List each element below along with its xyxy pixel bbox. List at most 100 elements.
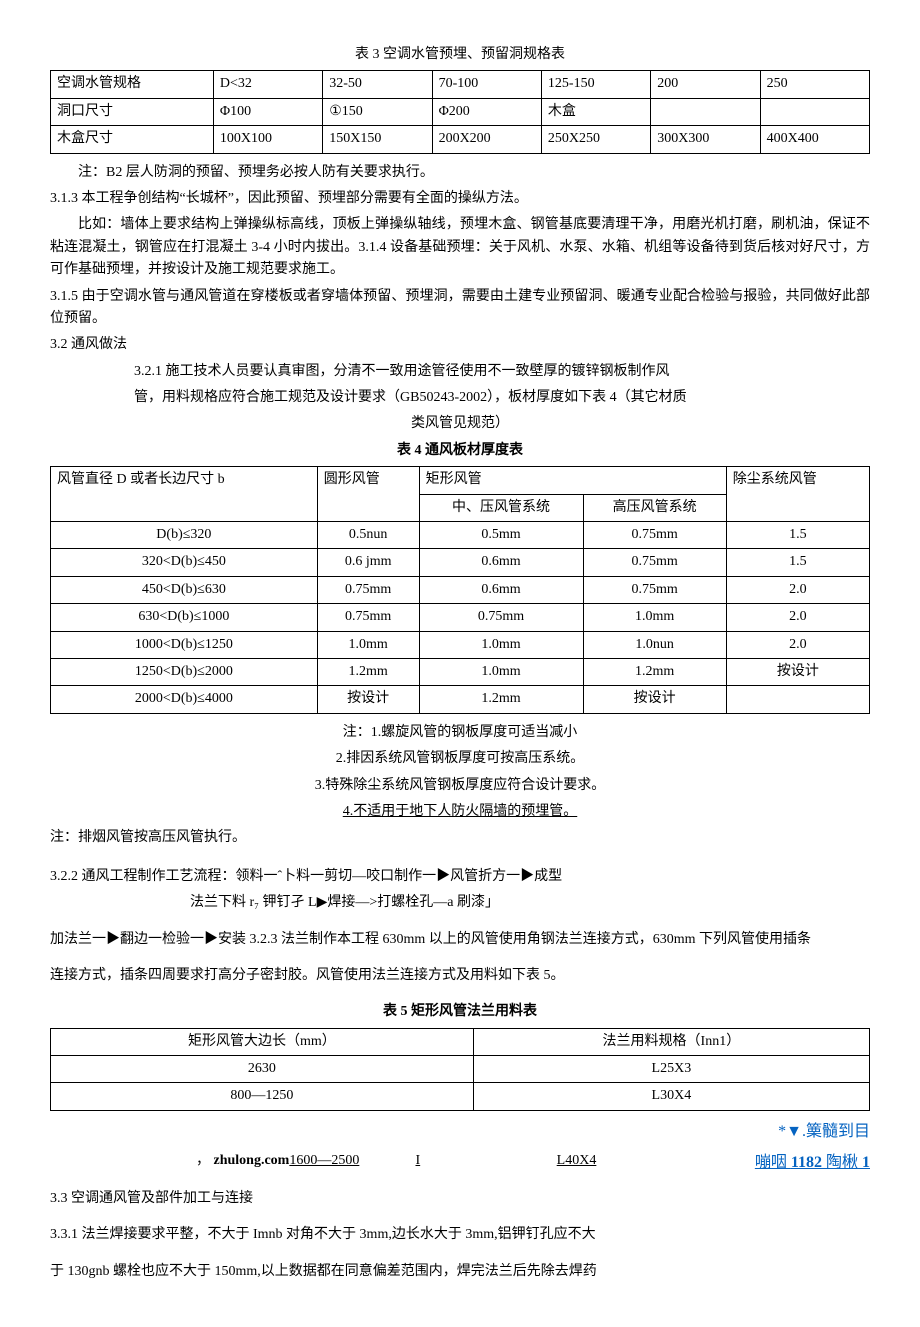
t4-r6c3: 按设计	[583, 686, 726, 713]
t4-r4c2: 1.0mm	[419, 631, 583, 658]
t5-h0: 矩形风管大边长（mm）	[51, 1028, 474, 1055]
t4-r6c2: 1.2mm	[419, 686, 583, 713]
t4-r0c2: 0.5mm	[419, 522, 583, 549]
t4-h-c3a: 中、压风管系统	[419, 494, 583, 521]
t4-r3c1: 0.75mm	[317, 604, 419, 631]
t4-r3c0: 630<D(b)≤1000	[51, 604, 318, 631]
footer-mid3: L40X4	[436, 1150, 596, 1172]
t4-r2c3: 0.75mm	[583, 576, 726, 603]
para-32: 3.2 通风做法	[50, 334, 870, 356]
para-313: 3.1.3 本工程争创结构“长城杯”，因此预留、预埋部分需要有全面的操纵方法。	[50, 188, 870, 210]
t4-h-c4: 除尘系统风管	[726, 467, 869, 522]
footer-link[interactable]: zhulong.com	[214, 1153, 290, 1168]
t3-r0c0: 空调水管规格	[51, 71, 214, 98]
para-321b: 管，用料规格应符合施工规范及设计要求（GB50243-2002），板材厚度如下表…	[50, 387, 870, 409]
table5: 矩形风管大边长（mm） 法兰用料规格（Inn1） 2630 L25X3 800—…	[50, 1028, 870, 1111]
t4-r6c4	[726, 686, 869, 713]
para-321a: 3.2.1 施工技术人员要认真审图，分清不一致用途管径使用不一致壁厚的镀锌钢板制…	[50, 361, 870, 383]
t4-r5c4: 按设计	[726, 658, 869, 685]
t4-h-c2: 圆形风管	[317, 467, 419, 522]
footer-line2: ， zhulong.com1600—2500 I L40X4 嘣咽 1182 陶…	[50, 1150, 870, 1172]
t3-r1c1: Φ100	[213, 98, 322, 125]
t3-r2c0: 木盒尺寸	[51, 126, 214, 153]
t4-h-c3: 矩形风管	[419, 467, 726, 494]
table3-note: 注：B2 层人防洞的预留、预埋务必按人防有关要求执行。	[50, 162, 870, 184]
t3-r0c1: D<32	[213, 71, 322, 98]
t4-r3c4: 2.0	[726, 604, 869, 631]
footer-r2a: 嘣咽	[755, 1154, 791, 1171]
t4-r4c4: 2.0	[726, 631, 869, 658]
t3-r2c4: 250X250	[541, 126, 650, 153]
t3-r0c2: 32-50	[323, 71, 432, 98]
para-322b: 法兰下料 r₇ 钾钉孑 L▶焊接—>打螺栓孔—a 刷漆」	[50, 892, 870, 914]
t4-r2c0: 450<D(b)≤630	[51, 576, 318, 603]
para-331b: 于 130gnb 螺栓也应不大于 150mm,以上数据都在同意偏差范围内，焊完法…	[50, 1261, 870, 1283]
t3-r0c4: 125-150	[541, 71, 650, 98]
t4-r1c0: 320<D(b)≤450	[51, 549, 318, 576]
table4-caption: 表 4 通风板材厚度表	[50, 440, 870, 462]
t4-h-c1: 风管直径 D 或者长边尺寸 b	[51, 467, 318, 522]
t3-r2c5: 300X300	[651, 126, 760, 153]
para-322: 3.2.2 通风工程制作工艺流程：领料一ˆ卜料一剪切—咬口制作一▶风管折方一▶成…	[50, 866, 870, 888]
t4-r0c3: 0.75mm	[583, 522, 726, 549]
t4-note3: 3.特殊除尘系统风管钢板厚度应符合设计要求。	[50, 775, 870, 797]
t5-r0c1: L25X3	[473, 1056, 869, 1083]
t4-r5c1: 1.2mm	[317, 658, 419, 685]
footer-r2d: 1	[862, 1154, 870, 1171]
t3-r1c3: Φ200	[432, 98, 541, 125]
t3-r1c5	[651, 98, 760, 125]
t4-r2c4: 2.0	[726, 576, 869, 603]
t3-r0c5: 200	[651, 71, 760, 98]
t4-r2c1: 0.75mm	[317, 576, 419, 603]
t4-r5c2: 1.0mm	[419, 658, 583, 685]
t3-r0c6: 250	[760, 71, 869, 98]
t4-note1: 注：1.螺旋风管的钢板厚度可适当减小	[50, 722, 870, 744]
footer-mid1: 1600—2500	[289, 1150, 399, 1172]
t4-r4c1: 1.0mm	[317, 631, 419, 658]
t4-note4: 4.不适用于地下人防火隔墙的预埋管。	[50, 801, 870, 823]
t4-note-after: 注：排烟风管按高压风管执行。	[50, 827, 870, 849]
t4-r1c1: 0.6 jmm	[317, 549, 419, 576]
para-313b: 比如：墙体上要求结构上弹操纵标高线，顶板上弹操纵轴线，预埋木盒、钢管基底要清理干…	[50, 214, 870, 281]
para-322c: 加法兰一▶翻边一检验一▶安装 3.2.3 法兰制作本工程 630mm 以上的风管…	[50, 929, 870, 951]
para-315: 3.1.5 由于空调水管与通风管道在穿楼板或者穿墙体预留、预埋洞，需要由土建专业…	[50, 286, 870, 331]
footer-r2c: 陶楸	[822, 1154, 862, 1171]
t3-r2c2: 150X150	[323, 126, 432, 153]
t4-r5c0: 1250<D(b)≤2000	[51, 658, 318, 685]
footer-comma: ，	[50, 1150, 210, 1172]
t3-r2c1: 100X100	[213, 126, 322, 153]
t3-r1c0: 洞口尺寸	[51, 98, 214, 125]
para-331a: 3.3.1 法兰焊接要求平整，不大于 Imnb 对角不大于 3mm,边长水大于 …	[50, 1224, 870, 1246]
table4: 风管直径 D 或者长边尺寸 b 圆形风管 矩形风管 除尘系统风管 中、压风管系统…	[50, 466, 870, 714]
t5-r0c0: 2630	[51, 1056, 474, 1083]
t4-r0c1: 0.5nun	[317, 522, 419, 549]
t4-r0c4: 1.5	[726, 522, 869, 549]
para-33: 3.3 空调通风管及部件加工与连接	[50, 1188, 870, 1210]
t3-r2c6: 400X400	[760, 126, 869, 153]
para-322d: 连接方式，插条四周要求打高分子密封胶。风管使用法兰连接方式及用料如下表 5。	[50, 965, 870, 987]
footer-r2b: 1182	[791, 1154, 822, 1171]
para-321c: 类风管见规范）	[50, 413, 870, 435]
table3-caption: 表 3 空调水管预埋、预留洞规格表	[50, 44, 870, 66]
t4-r6c1: 按设计	[317, 686, 419, 713]
t4-r1c3: 0.75mm	[583, 549, 726, 576]
t3-r1c4: 木盒	[541, 98, 650, 125]
t4-h-c3b: 高压风管系统	[583, 494, 726, 521]
t5-r1c0: 800—1250	[51, 1083, 474, 1110]
table5-caption: 表 5 矩形风管法兰用料表	[50, 1001, 870, 1023]
t4-r3c2: 0.75mm	[419, 604, 583, 631]
t4-note2: 2.排因系统风管钢板厚度可按高压系统。	[50, 748, 870, 770]
t4-r1c2: 0.6mm	[419, 549, 583, 576]
t3-r0c3: 70-100	[432, 71, 541, 98]
table3: 空调水管规格 D<32 32-50 70-100 125-150 200 250…	[50, 70, 870, 153]
t4-r0c0: D(b)≤320	[51, 522, 318, 549]
t3-r1c2: ①150	[323, 98, 432, 125]
t4-r6c0: 2000<D(b)≤4000	[51, 686, 318, 713]
t4-r4c3: 1.0nun	[583, 631, 726, 658]
t4-r2c2: 0.6mm	[419, 576, 583, 603]
t4-r4c0: 1000<D(b)≤1250	[51, 631, 318, 658]
footer-mid2: I	[403, 1150, 433, 1172]
t5-r1c1: L30X4	[473, 1083, 869, 1110]
t4-r3c3: 1.0mm	[583, 604, 726, 631]
t4-r1c4: 1.5	[726, 549, 869, 576]
